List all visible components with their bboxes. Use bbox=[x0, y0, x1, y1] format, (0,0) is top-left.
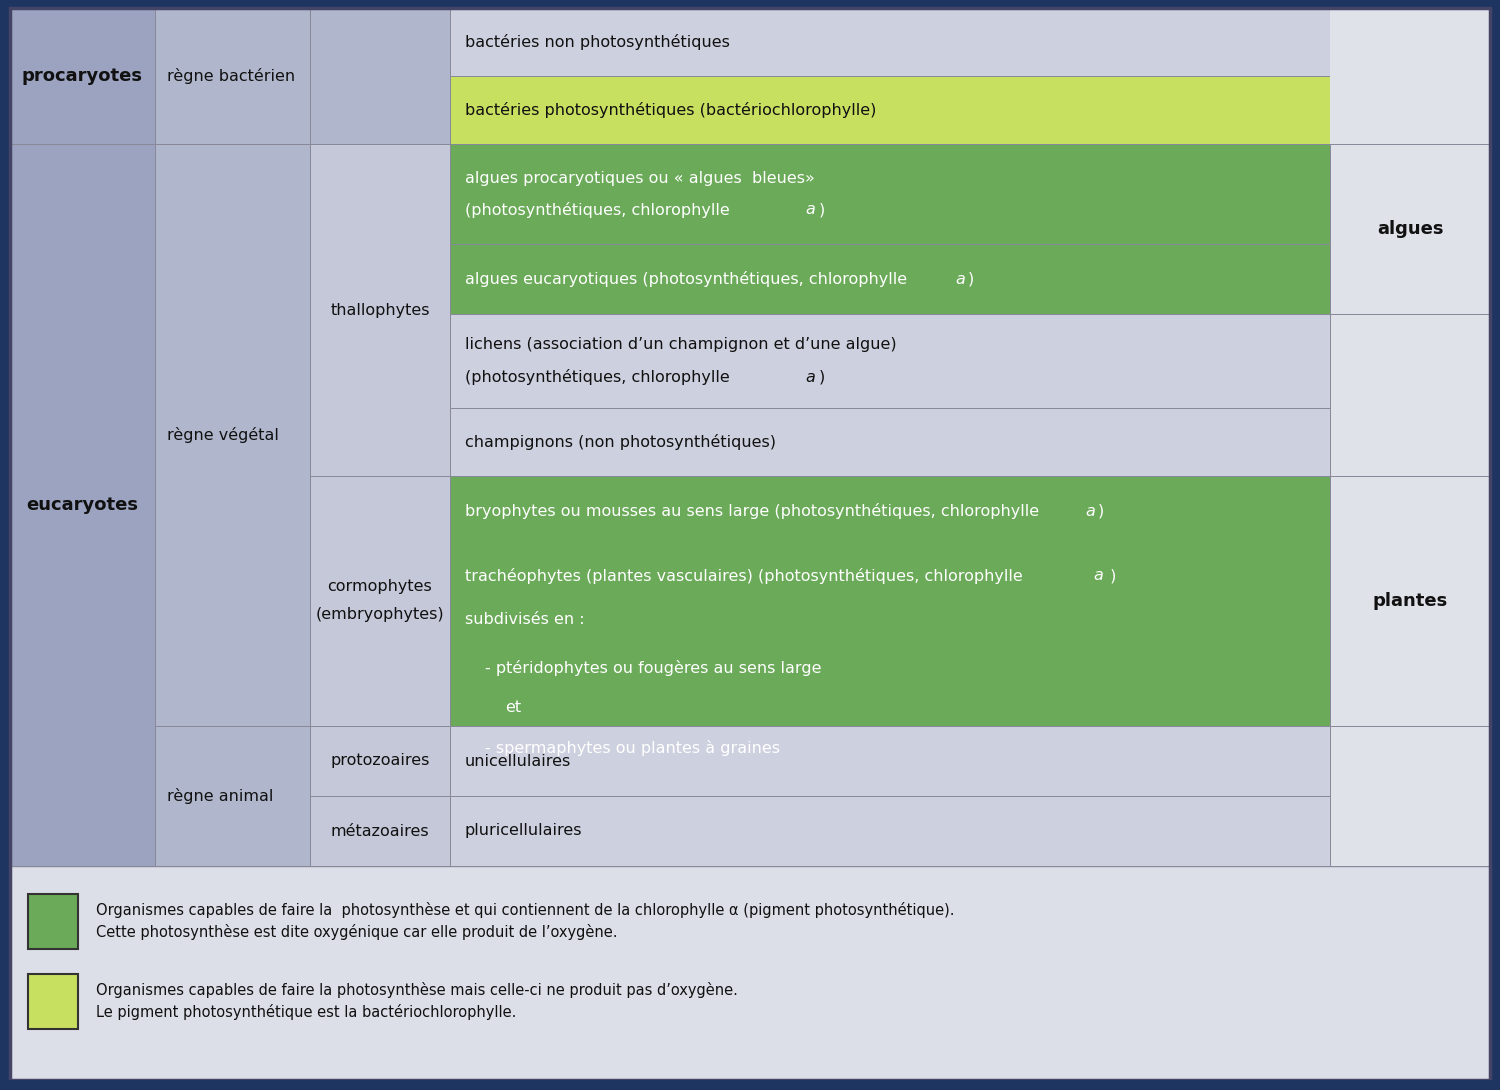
Bar bbox=[450, 314, 1330, 408]
Text: - spermaphytes ou plantes à graines: - spermaphytes ou plantes à graines bbox=[484, 740, 780, 756]
Text: ): ) bbox=[968, 271, 975, 287]
Text: unicellulaires: unicellulaires bbox=[465, 753, 572, 768]
Text: subdivisés en :: subdivisés en : bbox=[465, 613, 585, 628]
Text: plantes: plantes bbox=[1372, 592, 1448, 610]
Bar bbox=[1330, 476, 1490, 726]
Text: Cette photosynthèse est dite oxygénique car elle produit de l’oxygène.: Cette photosynthèse est dite oxygénique … bbox=[96, 924, 618, 940]
Text: a: a bbox=[806, 203, 814, 218]
Text: - ptéridophytes ou fougères au sens large: - ptéridophytes ou fougères au sens larg… bbox=[484, 661, 822, 676]
Text: cormophytes: cormophytes bbox=[327, 580, 432, 594]
Bar bbox=[450, 8, 1330, 76]
Text: (photosynthétiques, chlorophylle: (photosynthétiques, chlorophylle bbox=[465, 202, 735, 218]
Bar bbox=[1330, 144, 1490, 314]
Text: a: a bbox=[956, 271, 964, 287]
Bar bbox=[10, 8, 1490, 865]
Bar bbox=[154, 144, 310, 726]
Text: trachéophytes (plantes vasculaires) (photosynthétiques, chlorophylle: trachéophytes (plantes vasculaires) (pho… bbox=[465, 568, 1028, 584]
Text: algues procaryotiques ou « algues  bleues»: algues procaryotiques ou « algues bleues… bbox=[465, 170, 814, 185]
Bar bbox=[450, 244, 1330, 314]
Bar bbox=[310, 796, 450, 865]
Bar bbox=[0, 1080, 1500, 1090]
Text: a: a bbox=[806, 370, 814, 385]
Text: protozoaires: protozoaires bbox=[330, 753, 429, 768]
Text: (embryophytes): (embryophytes) bbox=[315, 607, 444, 622]
Text: Organismes capables de faire la photosynthèse mais celle-ci ne produit pas d’oxy: Organismes capables de faire la photosyn… bbox=[96, 982, 738, 998]
Text: algues: algues bbox=[1377, 220, 1443, 238]
Text: métazoaires: métazoaires bbox=[330, 824, 429, 838]
Bar bbox=[310, 476, 450, 726]
Bar bbox=[154, 8, 310, 144]
Bar bbox=[450, 408, 1330, 476]
Text: eucaryotes: eucaryotes bbox=[26, 496, 138, 514]
Text: ): ) bbox=[819, 370, 825, 385]
Bar bbox=[450, 144, 1330, 244]
Text: règne animal: règne animal bbox=[166, 788, 273, 804]
Text: ): ) bbox=[1106, 569, 1116, 583]
Bar bbox=[1330, 8, 1490, 144]
Bar bbox=[10, 8, 154, 144]
Text: procaryotes: procaryotes bbox=[21, 66, 142, 85]
Text: pluricellulaires: pluricellulaires bbox=[465, 824, 582, 838]
Bar bbox=[28, 894, 78, 949]
Text: règne végétal: règne végétal bbox=[166, 427, 279, 443]
Bar bbox=[1330, 314, 1490, 476]
Text: bactéries photosynthétiques (bactériochlorophylle): bactéries photosynthétiques (bactériochl… bbox=[465, 102, 876, 118]
Text: (photosynthétiques, chlorophylle: (photosynthétiques, chlorophylle bbox=[465, 370, 735, 385]
Text: bactéries non photosynthétiques: bactéries non photosynthétiques bbox=[465, 34, 730, 50]
Text: et: et bbox=[506, 701, 520, 715]
Text: règne bactérien: règne bactérien bbox=[166, 68, 296, 84]
Bar bbox=[28, 974, 78, 1029]
Text: ): ) bbox=[819, 203, 825, 218]
Text: lichens (association d’un champignon et d’une algue): lichens (association d’un champignon et … bbox=[465, 338, 897, 352]
Bar bbox=[450, 726, 1330, 796]
Text: a: a bbox=[1084, 504, 1095, 519]
Bar bbox=[10, 865, 1490, 1080]
Text: Le pigment photosynthétique est la bactériochlorophylle.: Le pigment photosynthétique est la bacté… bbox=[96, 1004, 516, 1020]
Text: ): ) bbox=[1098, 504, 1104, 519]
Bar bbox=[310, 8, 450, 144]
Bar bbox=[10, 144, 154, 865]
Text: bryophytes ou mousses au sens large (photosynthétiques, chlorophylle: bryophytes ou mousses au sens large (pho… bbox=[465, 502, 1044, 519]
Bar bbox=[310, 144, 450, 476]
Text: champignons (non photosynthétiques): champignons (non photosynthétiques) bbox=[465, 434, 776, 450]
Bar bbox=[450, 796, 1330, 865]
Text: a: a bbox=[1094, 569, 1102, 583]
Text: algues eucaryotiques (photosynthétiques, chlorophylle: algues eucaryotiques (photosynthétiques,… bbox=[465, 271, 912, 287]
Bar bbox=[1330, 726, 1490, 865]
Bar bbox=[450, 76, 1330, 144]
Bar bbox=[310, 726, 450, 796]
Text: Organismes capables de faire la  photosynthèse et qui contiennent de la chloroph: Organismes capables de faire la photosyn… bbox=[96, 903, 954, 918]
Text: thallophytes: thallophytes bbox=[330, 303, 429, 317]
Bar bbox=[450, 476, 1330, 726]
Bar bbox=[154, 726, 310, 865]
